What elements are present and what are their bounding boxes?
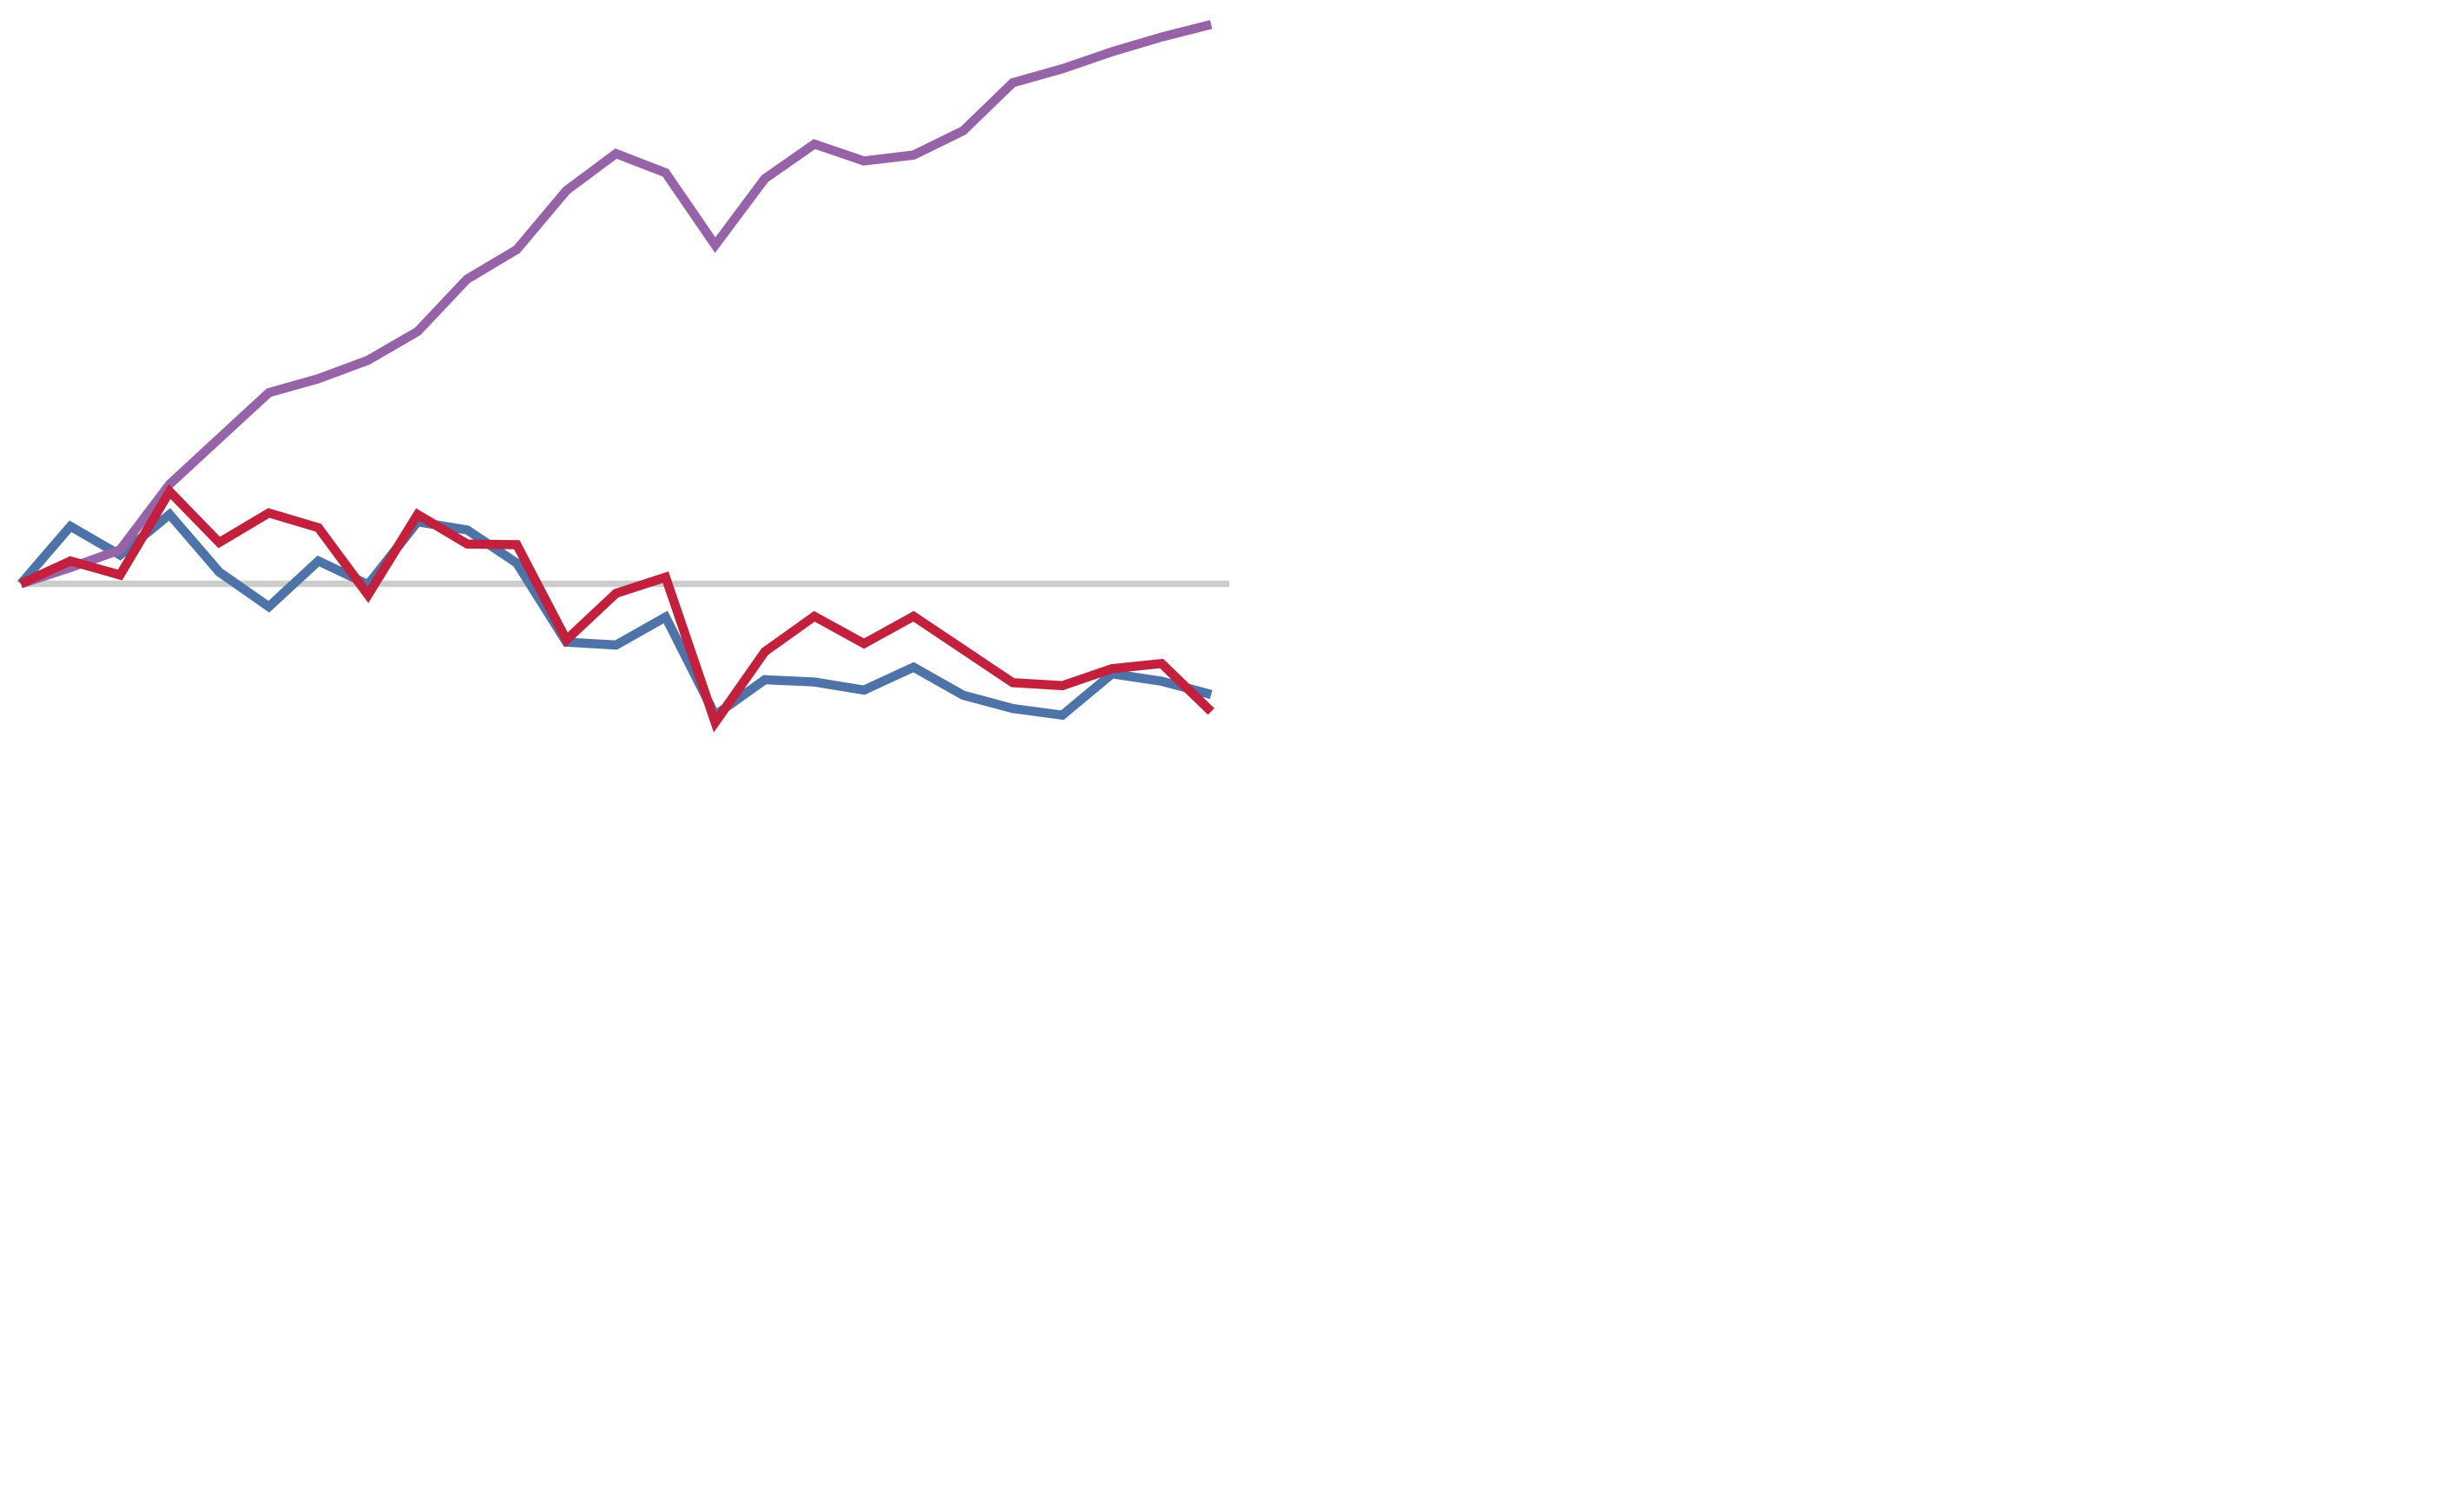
red-series-line [18,484,1215,733]
line-chart [0,0,1232,751]
blue-series-line [17,508,1213,722]
chart-canvas [17,20,1229,733]
purple-series-line [19,20,1213,589]
